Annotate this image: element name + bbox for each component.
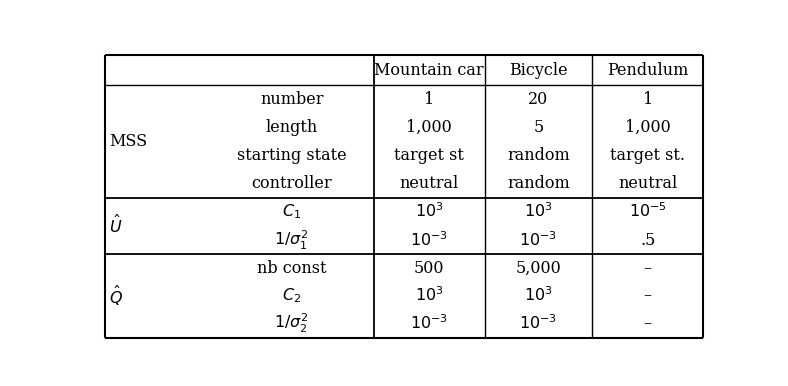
Text: $1/\sigma_2^2$: $1/\sigma_2^2$ xyxy=(274,312,309,335)
Text: –: – xyxy=(644,288,652,305)
Text: random: random xyxy=(507,175,570,192)
Text: $1/\sigma_1^2$: $1/\sigma_1^2$ xyxy=(274,229,309,252)
Text: Mountain car: Mountain car xyxy=(374,61,484,79)
Text: 1: 1 xyxy=(424,90,434,108)
Text: target st.: target st. xyxy=(610,147,686,164)
Text: starting state: starting state xyxy=(237,147,347,164)
Text: $10^{-3}$: $10^{-3}$ xyxy=(411,231,448,249)
Text: 1,000: 1,000 xyxy=(625,119,671,136)
Text: –: – xyxy=(644,260,652,277)
Text: 1: 1 xyxy=(642,90,653,108)
Text: MSS: MSS xyxy=(110,133,147,150)
Text: $10^{3}$: $10^{3}$ xyxy=(415,203,444,221)
Text: $C_2$: $C_2$ xyxy=(282,286,301,305)
Text: $10^{-3}$: $10^{-3}$ xyxy=(519,231,558,249)
Text: 20: 20 xyxy=(529,90,548,108)
Text: Bicycle: Bicycle xyxy=(509,61,568,79)
Text: 5: 5 xyxy=(533,119,544,136)
Text: –: – xyxy=(644,315,652,332)
Text: $10^{3}$: $10^{3}$ xyxy=(524,203,553,221)
Text: length: length xyxy=(266,119,318,136)
Text: $10^{3}$: $10^{3}$ xyxy=(524,286,553,305)
Text: 500: 500 xyxy=(414,260,444,277)
Text: $10^{-3}$: $10^{-3}$ xyxy=(519,314,558,333)
Text: nb const: nb const xyxy=(257,260,326,277)
Text: Pendulum: Pendulum xyxy=(607,61,689,79)
Text: random: random xyxy=(507,147,570,164)
Text: 1,000: 1,000 xyxy=(407,119,452,136)
Text: number: number xyxy=(260,90,323,108)
Text: .5: .5 xyxy=(640,232,656,249)
Text: neutral: neutral xyxy=(400,175,459,192)
Text: $\hat{U}$: $\hat{U}$ xyxy=(110,215,123,237)
Text: $10^{-3}$: $10^{-3}$ xyxy=(411,314,448,333)
Text: target st: target st xyxy=(394,147,464,164)
Text: $10^{3}$: $10^{3}$ xyxy=(415,286,444,305)
Text: neutral: neutral xyxy=(618,175,678,192)
Text: controller: controller xyxy=(251,175,332,192)
Text: $\hat{Q}$: $\hat{Q}$ xyxy=(110,284,124,308)
Text: 5,000: 5,000 xyxy=(515,260,561,277)
Text: $10^{-5}$: $10^{-5}$ xyxy=(629,203,667,221)
Text: $C_1$: $C_1$ xyxy=(282,203,301,221)
